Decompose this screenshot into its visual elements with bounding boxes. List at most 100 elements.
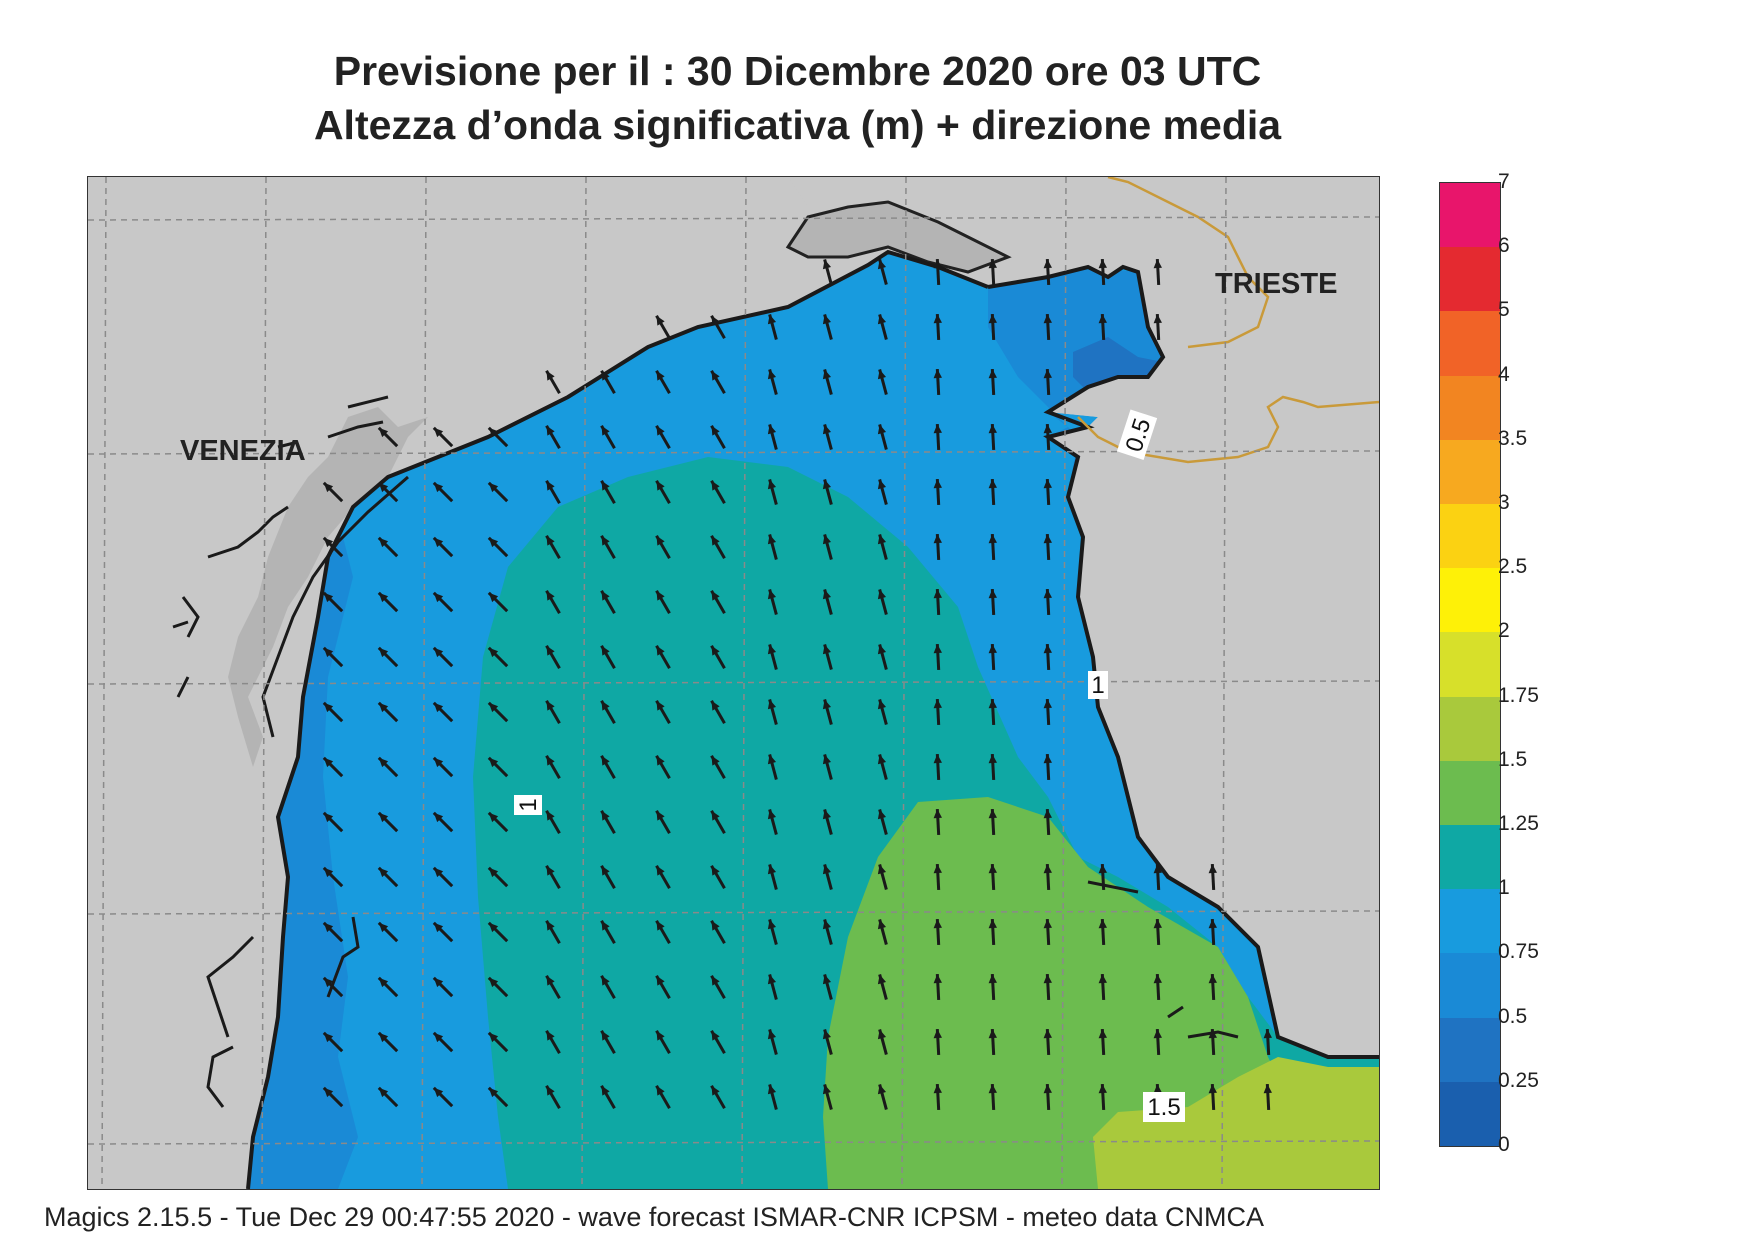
wave-arrow-head bbox=[488, 1032, 499, 1043]
wave-arrow-head bbox=[877, 424, 887, 435]
wave-arrow-head bbox=[767, 644, 777, 655]
legend-label: 1 bbox=[1498, 876, 1510, 900]
wave-arrow-head bbox=[378, 647, 389, 658]
wave-arrow-head bbox=[822, 809, 832, 820]
svg-text:1: 1 bbox=[1091, 672, 1104, 699]
wave-arrow-head bbox=[656, 700, 665, 711]
wave-arrow-head bbox=[378, 1087, 389, 1098]
wave-arrow-head bbox=[988, 1084, 997, 1094]
wave-arrow-head bbox=[1153, 1084, 1162, 1094]
wave-arrow-head bbox=[767, 974, 777, 985]
wave-arrow-head bbox=[933, 314, 942, 324]
legend-label: 1.25 bbox=[1498, 812, 1539, 835]
wave-arrow-head bbox=[933, 534, 942, 544]
legend-color-block bbox=[1440, 504, 1500, 569]
wave-arrow-head bbox=[488, 977, 499, 988]
wave-arrow-head bbox=[601, 1030, 610, 1041]
wave-arrow-head bbox=[877, 699, 887, 710]
lagoon-venezia bbox=[228, 407, 428, 767]
wave-arrow-head bbox=[433, 537, 444, 548]
wave-arrow-head bbox=[877, 1084, 887, 1095]
wave-arrow-head bbox=[767, 754, 777, 765]
wave-arrow-head bbox=[378, 702, 389, 713]
coast-inner-venezia bbox=[172, 395, 409, 738]
wave-arrow-head bbox=[877, 754, 887, 765]
wave-arrow-head bbox=[711, 370, 720, 381]
wave-arrow-head bbox=[488, 537, 499, 548]
wave-arrow-head bbox=[546, 920, 555, 931]
legend-color-block bbox=[1440, 183, 1500, 248]
land-istria bbox=[1048, 177, 1379, 1057]
coastline-west bbox=[246, 249, 989, 1189]
wave-arrow-head bbox=[767, 479, 777, 490]
legend-label: 7 bbox=[1498, 170, 1510, 193]
wave-arrow-head bbox=[656, 810, 665, 821]
wave-arrow-head bbox=[656, 755, 665, 766]
wave-arrow-head bbox=[822, 479, 832, 490]
wave-arrow-head bbox=[711, 480, 720, 491]
wave-arrow-head bbox=[1208, 864, 1217, 874]
wave-arrow-head bbox=[323, 647, 334, 658]
wave-arrow-head bbox=[933, 809, 942, 819]
wave-arrow-head bbox=[988, 699, 997, 709]
wave-arrow-head bbox=[988, 479, 997, 489]
wave-arrow-head bbox=[767, 424, 777, 435]
wave-arrow-head bbox=[323, 537, 334, 548]
wave-arrow-head bbox=[711, 865, 720, 876]
wave-arrow-head bbox=[378, 977, 389, 988]
wave-arrow-head bbox=[656, 865, 665, 876]
wave-arrow-head bbox=[546, 1085, 555, 1096]
wave-arrow-head bbox=[378, 867, 389, 878]
wave-arrow-head bbox=[1208, 974, 1217, 984]
wave-arrow-head bbox=[323, 867, 334, 878]
wave-arrow-head bbox=[767, 864, 777, 875]
wave-arrow-head bbox=[601, 920, 610, 931]
wave-arrow-head bbox=[1043, 1084, 1052, 1094]
contour-label-1-east: 1 bbox=[1088, 671, 1108, 699]
wave-arrow-head bbox=[601, 590, 610, 601]
wave-arrow-head bbox=[767, 919, 777, 930]
wave-arrow-head bbox=[877, 479, 887, 490]
wave-arrow-head bbox=[822, 754, 832, 765]
wave-arrow-head bbox=[1098, 919, 1107, 929]
city-label-trieste: TRIESTE bbox=[1215, 268, 1337, 300]
wave-arrow-head bbox=[1153, 1029, 1162, 1039]
wave-arrow-head bbox=[767, 314, 777, 325]
lagoon-grado bbox=[785, 200, 1012, 274]
wave-arrow-head bbox=[433, 702, 444, 713]
wave-arrow-head bbox=[822, 259, 832, 270]
legend-color-block bbox=[1440, 696, 1500, 762]
wave-arrow-head bbox=[1043, 754, 1052, 764]
legend-color-block bbox=[1440, 568, 1500, 633]
wave-arrow-head bbox=[877, 369, 887, 380]
wave-arrow-head bbox=[711, 425, 720, 436]
wave-arrow-head bbox=[822, 314, 832, 325]
wave-arrow-head bbox=[988, 424, 997, 434]
legend-color-block bbox=[1440, 375, 1500, 441]
wave-arrow-head bbox=[488, 867, 499, 878]
wave-arrow-head bbox=[656, 535, 665, 546]
wave-arrow-head bbox=[601, 370, 610, 381]
wave-direction-arrows bbox=[322, 258, 1272, 1111]
wave-arrow-head bbox=[433, 867, 444, 878]
svg-text:1.5: 1.5 bbox=[1147, 1094, 1180, 1121]
wave-arrow-head bbox=[988, 754, 997, 764]
legend-label: 0.75 bbox=[1498, 940, 1539, 964]
legend-label: 5 bbox=[1498, 298, 1510, 322]
wave-arrow-head bbox=[822, 424, 832, 435]
wave-arrow-head bbox=[1043, 699, 1052, 709]
wave-arrow-head bbox=[711, 810, 720, 821]
wave-arrow-head bbox=[1043, 369, 1052, 379]
wave-arrow-head bbox=[1043, 864, 1052, 874]
wave-arrow-head bbox=[378, 812, 389, 823]
wave-arrow-head bbox=[488, 757, 499, 768]
wave-arrow-head bbox=[656, 920, 665, 931]
wave-arrow-head bbox=[988, 864, 997, 874]
wave-arrow-head bbox=[488, 482, 499, 493]
legend-label: 2.5 bbox=[1498, 555, 1528, 579]
wave-arrow-head bbox=[488, 922, 499, 933]
wave-arrow-head bbox=[933, 919, 942, 929]
wave-arrow-head bbox=[546, 370, 555, 381]
legend-label: 3.5 bbox=[1498, 426, 1528, 450]
wave-arrow-head bbox=[988, 314, 997, 324]
